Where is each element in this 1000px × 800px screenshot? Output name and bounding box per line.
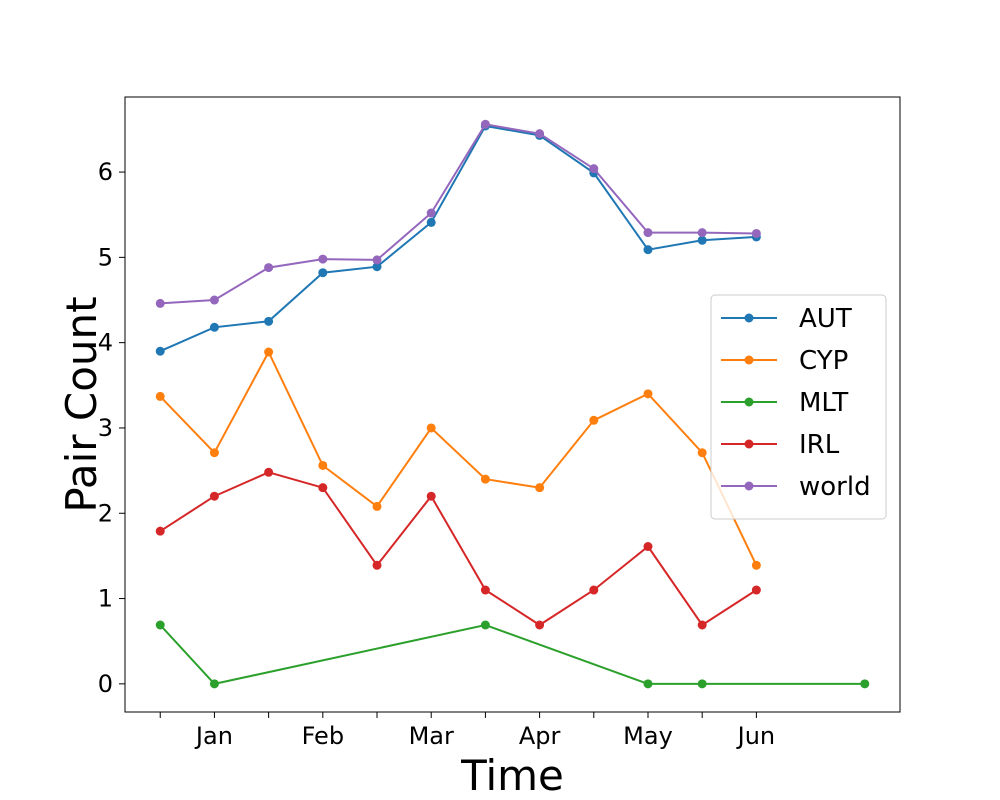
y-tick-label: 2 bbox=[98, 499, 113, 527]
legend-label: AUT bbox=[799, 304, 852, 334]
legend-label: CYP bbox=[799, 346, 848, 376]
legend-label: world bbox=[799, 472, 871, 502]
data-point bbox=[697, 448, 707, 458]
x-tick-label: Jan bbox=[194, 722, 233, 750]
data-point bbox=[697, 235, 707, 245]
data-point bbox=[264, 347, 274, 357]
data-point bbox=[426, 217, 436, 227]
legend-box bbox=[710, 294, 887, 520]
data-point bbox=[426, 491, 436, 501]
data-point bbox=[372, 255, 382, 265]
y-axis-title: Pair Count bbox=[57, 296, 106, 512]
data-point bbox=[264, 467, 274, 477]
data-point bbox=[589, 164, 599, 174]
legend-item-mlt: MLT bbox=[721, 388, 848, 418]
data-point bbox=[751, 228, 761, 238]
axes: 0 1 2 3 4 5 6 Jan Feb Mar Apr May Jun bbox=[98, 96, 901, 750]
y-tick-label: 5 bbox=[98, 243, 113, 271]
data-point bbox=[697, 228, 707, 238]
data-point bbox=[589, 415, 599, 425]
y-tick-label: 1 bbox=[98, 585, 113, 613]
y-tick-label: 3 bbox=[98, 414, 113, 442]
x-tick-label: Mar bbox=[409, 722, 454, 750]
y-tick-label: 4 bbox=[98, 329, 113, 357]
legend-marker bbox=[744, 439, 754, 449]
x-tick-label: Apr bbox=[519, 722, 561, 750]
y-tick-label: 0 bbox=[98, 670, 113, 698]
data-point bbox=[535, 620, 545, 630]
x-tick-label: Jun bbox=[736, 722, 776, 750]
data-point bbox=[535, 129, 545, 139]
series-line bbox=[159, 124, 757, 353]
data-point bbox=[589, 585, 599, 595]
x-tick-label: May bbox=[623, 722, 673, 750]
x-tick-label: Feb bbox=[302, 722, 345, 750]
data-point bbox=[643, 245, 653, 255]
x-axis-title: Time bbox=[460, 751, 564, 800]
series-line bbox=[159, 471, 757, 627]
data-point bbox=[643, 679, 653, 689]
legend-item-aut: AUT bbox=[721, 304, 852, 334]
data-point bbox=[480, 119, 490, 129]
data-point bbox=[318, 460, 328, 470]
data-point bbox=[318, 254, 328, 264]
data-point bbox=[155, 346, 165, 356]
data-point bbox=[426, 423, 436, 433]
data-point bbox=[372, 262, 382, 272]
legend-item-irl: IRL bbox=[721, 430, 840, 460]
data-point bbox=[209, 491, 219, 501]
data-point bbox=[480, 585, 490, 595]
series-line bbox=[159, 349, 758, 566]
data-point bbox=[372, 560, 382, 570]
data-point bbox=[264, 263, 274, 273]
data-point bbox=[209, 448, 219, 458]
data-point bbox=[155, 298, 165, 308]
data-point bbox=[209, 295, 219, 305]
data-point bbox=[480, 620, 490, 630]
legend-marker bbox=[744, 313, 754, 323]
series-cyp bbox=[155, 347, 761, 570]
data-point bbox=[426, 208, 436, 218]
series-line bbox=[160, 123, 757, 305]
data-point bbox=[372, 501, 382, 511]
data-point bbox=[643, 542, 653, 552]
series-aut bbox=[155, 121, 761, 356]
data-point bbox=[480, 474, 490, 484]
legend-item-world: world bbox=[721, 472, 871, 502]
data-point bbox=[155, 526, 165, 536]
legend-label: MLT bbox=[799, 388, 848, 418]
data-point bbox=[318, 268, 328, 278]
series-line bbox=[159, 623, 865, 685]
data-point bbox=[860, 679, 870, 689]
data-point bbox=[264, 316, 274, 326]
series-irl bbox=[155, 467, 761, 630]
legend: AUT CYP MLT IRL world bbox=[710, 294, 887, 520]
data-point bbox=[643, 228, 653, 238]
y-tick-label: 6 bbox=[98, 158, 113, 186]
data-point bbox=[697, 620, 707, 630]
data-point bbox=[697, 679, 707, 689]
plot-frame bbox=[124, 96, 901, 713]
data-point bbox=[155, 620, 165, 630]
series-world bbox=[155, 119, 761, 308]
legend-label: IRL bbox=[799, 430, 840, 460]
data-point bbox=[535, 483, 545, 493]
data-point bbox=[318, 483, 328, 493]
data-point bbox=[751, 560, 761, 570]
legend-item-cyp: CYP bbox=[721, 346, 848, 376]
legend-marker bbox=[744, 397, 754, 407]
series-mlt bbox=[155, 620, 870, 689]
data-point bbox=[643, 389, 653, 399]
data-point bbox=[209, 322, 219, 332]
legend-marker bbox=[744, 481, 754, 491]
data-point bbox=[155, 391, 165, 401]
series-layer bbox=[155, 119, 870, 689]
legend-marker bbox=[744, 355, 754, 365]
data-point bbox=[209, 679, 219, 689]
data-point bbox=[751, 585, 761, 595]
